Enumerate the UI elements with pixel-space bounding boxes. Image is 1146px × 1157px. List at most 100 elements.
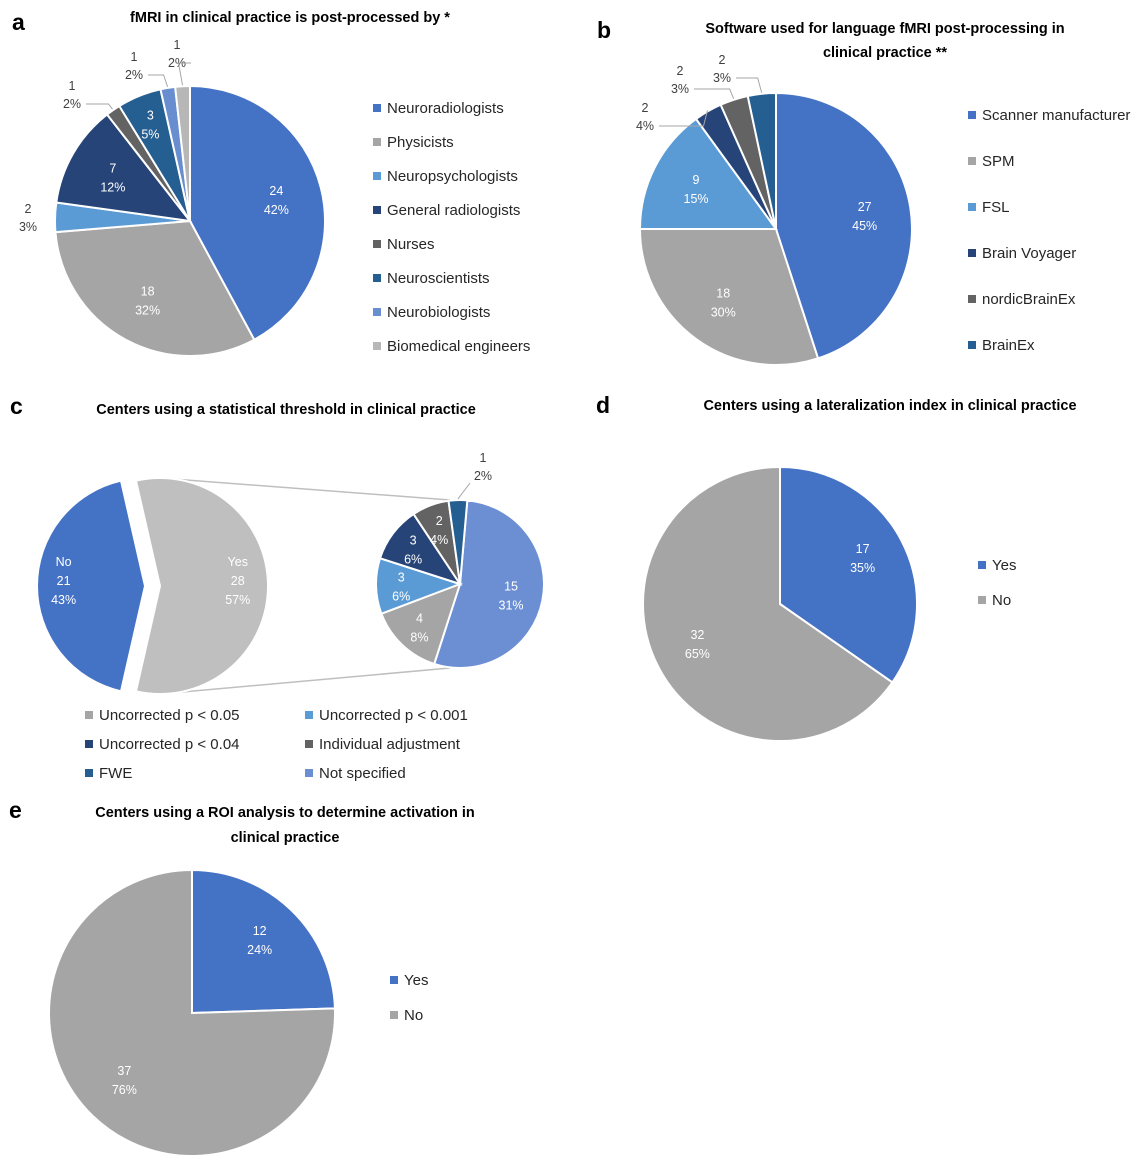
pie-b-legend-label-brainex: BrainEx [982, 337, 1035, 354]
pie-a-leader-line [148, 74, 169, 88]
panel-letter-d: d [596, 392, 610, 418]
pie-c-legend-swatch-uncorrected-p-0-001 [305, 711, 313, 719]
pie-c-legend-swatch-fwe [85, 769, 93, 777]
data-labels-d: 17 35% 32 65% [685, 542, 875, 661]
pie-b-slice-scanner-manufacturer [775, 91, 913, 360]
pie-a-data-label: 3 [147, 108, 154, 122]
pie-a-legend-label-general-radiologists: General radiologists [387, 202, 520, 219]
pie-c-breakdown-slice-not-specified [447, 499, 469, 585]
data-labels-b: 27 45% 18 30% 9 15% 2 4% 2 3% 2 3% [636, 53, 877, 320]
legend-d: Yes No [978, 557, 1016, 609]
pie-b-data-label: 2 [719, 53, 726, 67]
pie-c-data-label: 2 [436, 514, 443, 528]
panel-letter-c: c [10, 393, 23, 419]
pie-e-legend-swatch-yes [390, 976, 398, 984]
pie-d-data-label: 65% [685, 647, 710, 661]
pie-c-data-label: 43% [51, 593, 76, 607]
pie-a-legend-swatch-neuroscientists [373, 274, 381, 282]
pie-a-data-label: 12% [100, 180, 125, 194]
panel-letter-e: e [9, 797, 22, 823]
pie-b-legend-swatch-brain-voyager [968, 249, 976, 257]
pie-c-data-label: 1 [480, 451, 487, 465]
pie-b-slice-spm [638, 228, 820, 366]
pie-a-legend-label-physicists: Physicists [387, 134, 454, 151]
pie-a-data-label: 3% [19, 220, 37, 234]
pie-c-main [36, 477, 269, 695]
panel-letter-b: b [597, 17, 611, 43]
pie-c-connector-top [159, 477, 451, 501]
pie-d [642, 465, 918, 742]
pie-c-breakdown-slice-uncorrected-p-0-04 [380, 582, 462, 666]
pie-b-legend-swatch-brainex [968, 341, 976, 349]
pie-c-data-label: No [56, 555, 72, 569]
pie-d-data-label: 35% [850, 561, 875, 575]
pie-a-legend-label-neurobiologists: Neurobiologists [387, 304, 490, 321]
pie-b-legend-swatch-scanner-manufacturer [968, 111, 976, 119]
pie-b-legend-label-fsl: FSL [982, 199, 1010, 216]
pie-a-legend-swatch-neurobiologists [373, 308, 381, 316]
pie-c-legend-swatch-not-specified [305, 769, 313, 777]
pie-c-data-label: 21 [57, 574, 71, 588]
pie-c-slice-no [36, 479, 147, 693]
pie-b-data-label: 18 [716, 287, 730, 301]
pie-c-data-label: 6% [404, 552, 422, 566]
pie-b-legend-label-scanner-manufacturer: Scanner manufacturer [982, 107, 1130, 124]
pie-b-legend-swatch-spm [968, 157, 976, 165]
pie-c-data-label: 2% [474, 469, 492, 483]
pie-d-legend-swatch-yes [978, 561, 986, 569]
legend-a: Neuroradiologists Physicists Neuropsycholo… [373, 100, 530, 355]
panel-e: e Centers using a ROI analysis to determ… [9, 797, 475, 1157]
pie-c-breakdown [375, 499, 545, 669]
pie-a-slice-biomedical-engineers [174, 84, 191, 222]
pie-a-slice-general-radiologists [55, 113, 193, 223]
pie-c-legend-swatch-individual-adjustment [305, 740, 313, 748]
pie-a-data-label: 1 [131, 50, 138, 64]
pie-c-data-label: 8% [410, 631, 428, 645]
pie-e-legend-swatch-no [390, 1011, 398, 1019]
pie-c-data-label: 4 [416, 612, 423, 626]
pie-c-legend-label-uncorrected-p-0-04: Uncorrected p < 0.04 [99, 736, 240, 753]
chart-title-d: Centers using a lateralization index in … [703, 398, 1076, 414]
pie-c-slice-yes [134, 477, 269, 695]
pie-b-data-label: 45% [852, 219, 877, 233]
pie-d-legend-label-no: No [992, 592, 1011, 609]
pie-d-data-label: 17 [856, 542, 870, 556]
pie-d-slice-yes [779, 465, 918, 684]
pie-a-legend-swatch-neuroradiologists [373, 104, 381, 112]
pie-a-legend-label-nurses: Nurses [387, 236, 435, 253]
pie-b-legend-label-brain-voyager: Brain Voyager [982, 245, 1076, 262]
pie-d-data-label: 32 [690, 628, 704, 642]
pie-e-data-label: 24% [247, 943, 272, 957]
pie-c-legend-label-fwe: FWE [99, 765, 132, 782]
pie-c-data-label: Yes [228, 555, 248, 569]
panel-a: a fMRI in clinical practice is post-proc… [12, 9, 530, 357]
pie-e-slice-no [48, 868, 336, 1157]
pie-b-leader-line [659, 110, 708, 127]
pie-a-legend-swatch-neuropsychologists [373, 172, 381, 180]
chart-title-e-line1: Centers using a ROI analysis to determin… [95, 805, 475, 821]
pie-b-data-label: 9 [693, 173, 700, 187]
pie-c-data-label: 3 [410, 533, 417, 547]
pie-c-legend-label-uncorrected-p-0-05: Uncorrected p < 0.05 [99, 707, 240, 724]
pie-b-legend-swatch-fsl [968, 203, 976, 211]
pie-a-slice-physicists [54, 219, 256, 357]
pie-e-legend-label-no: No [404, 1007, 423, 1024]
data-labels-c: No 21 43% Yes 28 57% 15 31% 4 8% 3 6% 3 6% 2 4% 1 2% [51, 451, 523, 645]
pie-b-leader-line [694, 88, 735, 99]
pie-a-leader-line [86, 103, 113, 110]
pie-a-data-label: 2% [168, 56, 186, 70]
legend-e: Yes No [390, 972, 428, 1024]
chart-title-b-line1: Software used for language fMRI post-pro… [705, 21, 1064, 37]
pie-a-data-label: 2% [63, 97, 81, 111]
pie-c-breakdown-slice-uncorrected-p-0-05 [432, 499, 545, 669]
pie-e [48, 868, 336, 1157]
pie-a-data-label: 24 [269, 184, 283, 198]
pie-c-data-label: 3 [398, 570, 405, 584]
pie-a-data-label: 5% [141, 127, 159, 141]
pie-b-data-label: 27 [858, 200, 872, 214]
panel-c: c Centers using a statistical threshold … [10, 393, 545, 782]
pie-a-data-label: 1 [69, 79, 76, 93]
pie-b-data-label: 2 [642, 101, 649, 115]
pie-a-legend-label-neuroscientists: Neuroscientists [387, 270, 490, 287]
